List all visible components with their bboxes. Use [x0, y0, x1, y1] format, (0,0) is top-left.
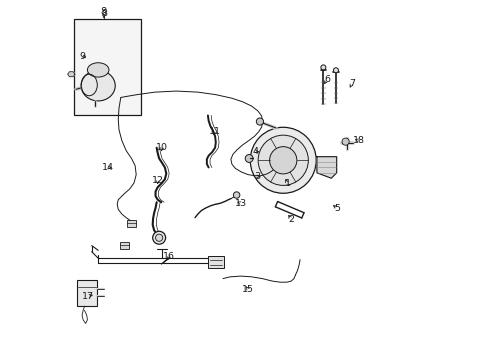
Bar [120, 242, 128, 249]
Circle shape [333, 68, 338, 73]
Text: 15: 15 [242, 285, 254, 294]
Text: 16: 16 [163, 252, 175, 261]
Text: 2: 2 [287, 215, 293, 224]
Polygon shape [316, 157, 336, 178]
Text: 7: 7 [348, 79, 354, 88]
Circle shape [155, 234, 163, 241]
Circle shape [152, 231, 165, 244]
Polygon shape [67, 72, 75, 77]
Text: 11: 11 [209, 127, 221, 136]
Circle shape [320, 65, 325, 70]
Text: 3: 3 [253, 172, 260, 181]
Text: 1: 1 [284, 179, 290, 188]
Text: 18: 18 [352, 136, 365, 145]
Ellipse shape [87, 63, 109, 77]
Text: 5: 5 [334, 204, 340, 213]
Bar [77, 280, 97, 306]
Text: 17: 17 [81, 292, 93, 301]
Circle shape [250, 127, 316, 193]
Bar [74, 19, 140, 116]
Text: 14: 14 [102, 163, 113, 172]
Text: 13: 13 [234, 199, 246, 208]
Text: 8: 8 [101, 7, 107, 17]
Circle shape [341, 138, 348, 145]
Circle shape [269, 147, 296, 174]
Circle shape [258, 135, 308, 185]
Text: 4: 4 [252, 147, 258, 156]
Text: 12: 12 [151, 176, 163, 185]
Text: 6: 6 [324, 75, 329, 84]
Text: 10: 10 [156, 143, 168, 152]
Circle shape [233, 192, 239, 198]
Bar [127, 220, 136, 226]
Ellipse shape [81, 71, 115, 101]
Circle shape [256, 118, 263, 125]
Text: 9: 9 [79, 52, 85, 61]
Circle shape [244, 154, 253, 162]
Text: 8: 8 [101, 9, 107, 18]
Bar [207, 256, 224, 268]
